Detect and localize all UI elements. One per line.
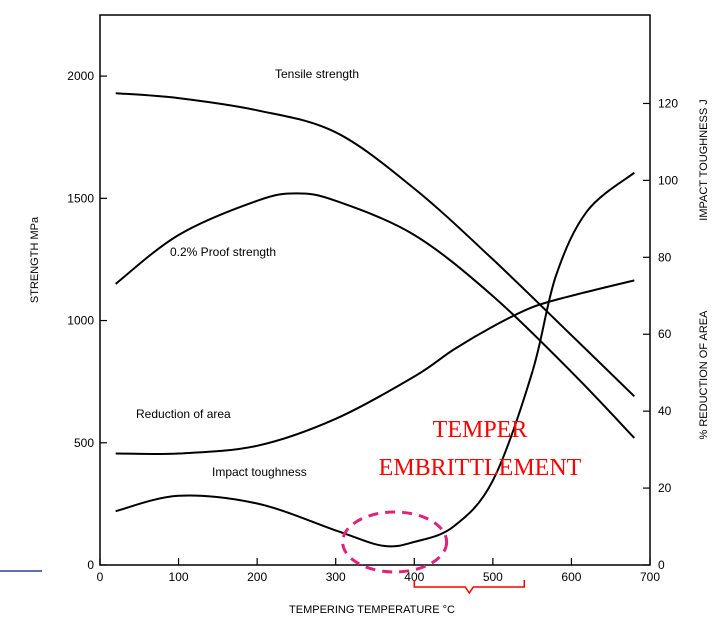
- annotation-embrittlement: EMBRITTLEMENT: [379, 455, 582, 481]
- label-tensile-strength: Tensile strength: [275, 67, 359, 81]
- right-y-tick-label: 80: [658, 250, 672, 264]
- right-y-axis-ticks: 0 20 40 60 80 100 120: [643, 96, 678, 572]
- label-proof-strength: 0.2% Proof strength: [170, 245, 276, 259]
- right-y-tick-label: 120: [658, 96, 678, 110]
- x-tick-label: 0: [97, 570, 104, 584]
- x-tick-label: 100: [169, 570, 189, 584]
- right-y-tick-label: 20: [658, 481, 672, 495]
- left-y-tick-label: 1000: [67, 314, 94, 328]
- x-tick-label: 700: [640, 570, 660, 584]
- series-line-0: [115, 92, 635, 398]
- x-tick-label: 200: [247, 570, 267, 584]
- x-tick-label: 300: [326, 570, 346, 584]
- plot-frame: [99, 14, 651, 566]
- left-y-tick-label: 2000: [67, 69, 94, 83]
- left-y-axis-ticks: 0 500 1000 1500 2000: [67, 69, 107, 572]
- series-line-2: [115, 279, 635, 456]
- left-y-tick-label: 1500: [67, 191, 94, 205]
- x-axis-ticks: 0 100 200 300 400 500 600 700: [97, 558, 660, 584]
- x-tick-label: 500: [483, 570, 503, 584]
- left-y-tick-label: 500: [74, 436, 94, 450]
- right-y-tick-label: 40: [658, 404, 672, 418]
- series-group: [115, 92, 636, 548]
- x-tick-label: 600: [561, 570, 581, 584]
- right-y-axis-label-top: IMPACT TOUGHNESS J: [698, 99, 710, 220]
- label-impact-toughness: Impact toughness: [212, 465, 307, 479]
- series-line-1: [115, 192, 636, 439]
- right-y-tick-label: 100: [658, 173, 678, 187]
- x-axis-label: TEMPERING TEMPERATURE °C: [289, 604, 455, 616]
- embrittlement-range-bracket: [413, 580, 526, 595]
- embrittlement-ellipse: [341, 510, 449, 574]
- x-tick-label: 400: [404, 570, 424, 584]
- right-y-tick-label: 0: [658, 558, 665, 572]
- right-y-tick-label: 60: [658, 327, 672, 341]
- right-y-axis-label-bottom: % REDUCTION OF AREA: [698, 310, 710, 440]
- label-reduction-of-area: Reduction of area: [136, 407, 231, 421]
- left-y-tick-label: 0: [87, 558, 94, 572]
- left-y-axis-label: STRENGTH MPa: [29, 216, 41, 303]
- annotation-temper: TEMPER: [433, 417, 528, 443]
- series-line-3: [115, 171, 635, 548]
